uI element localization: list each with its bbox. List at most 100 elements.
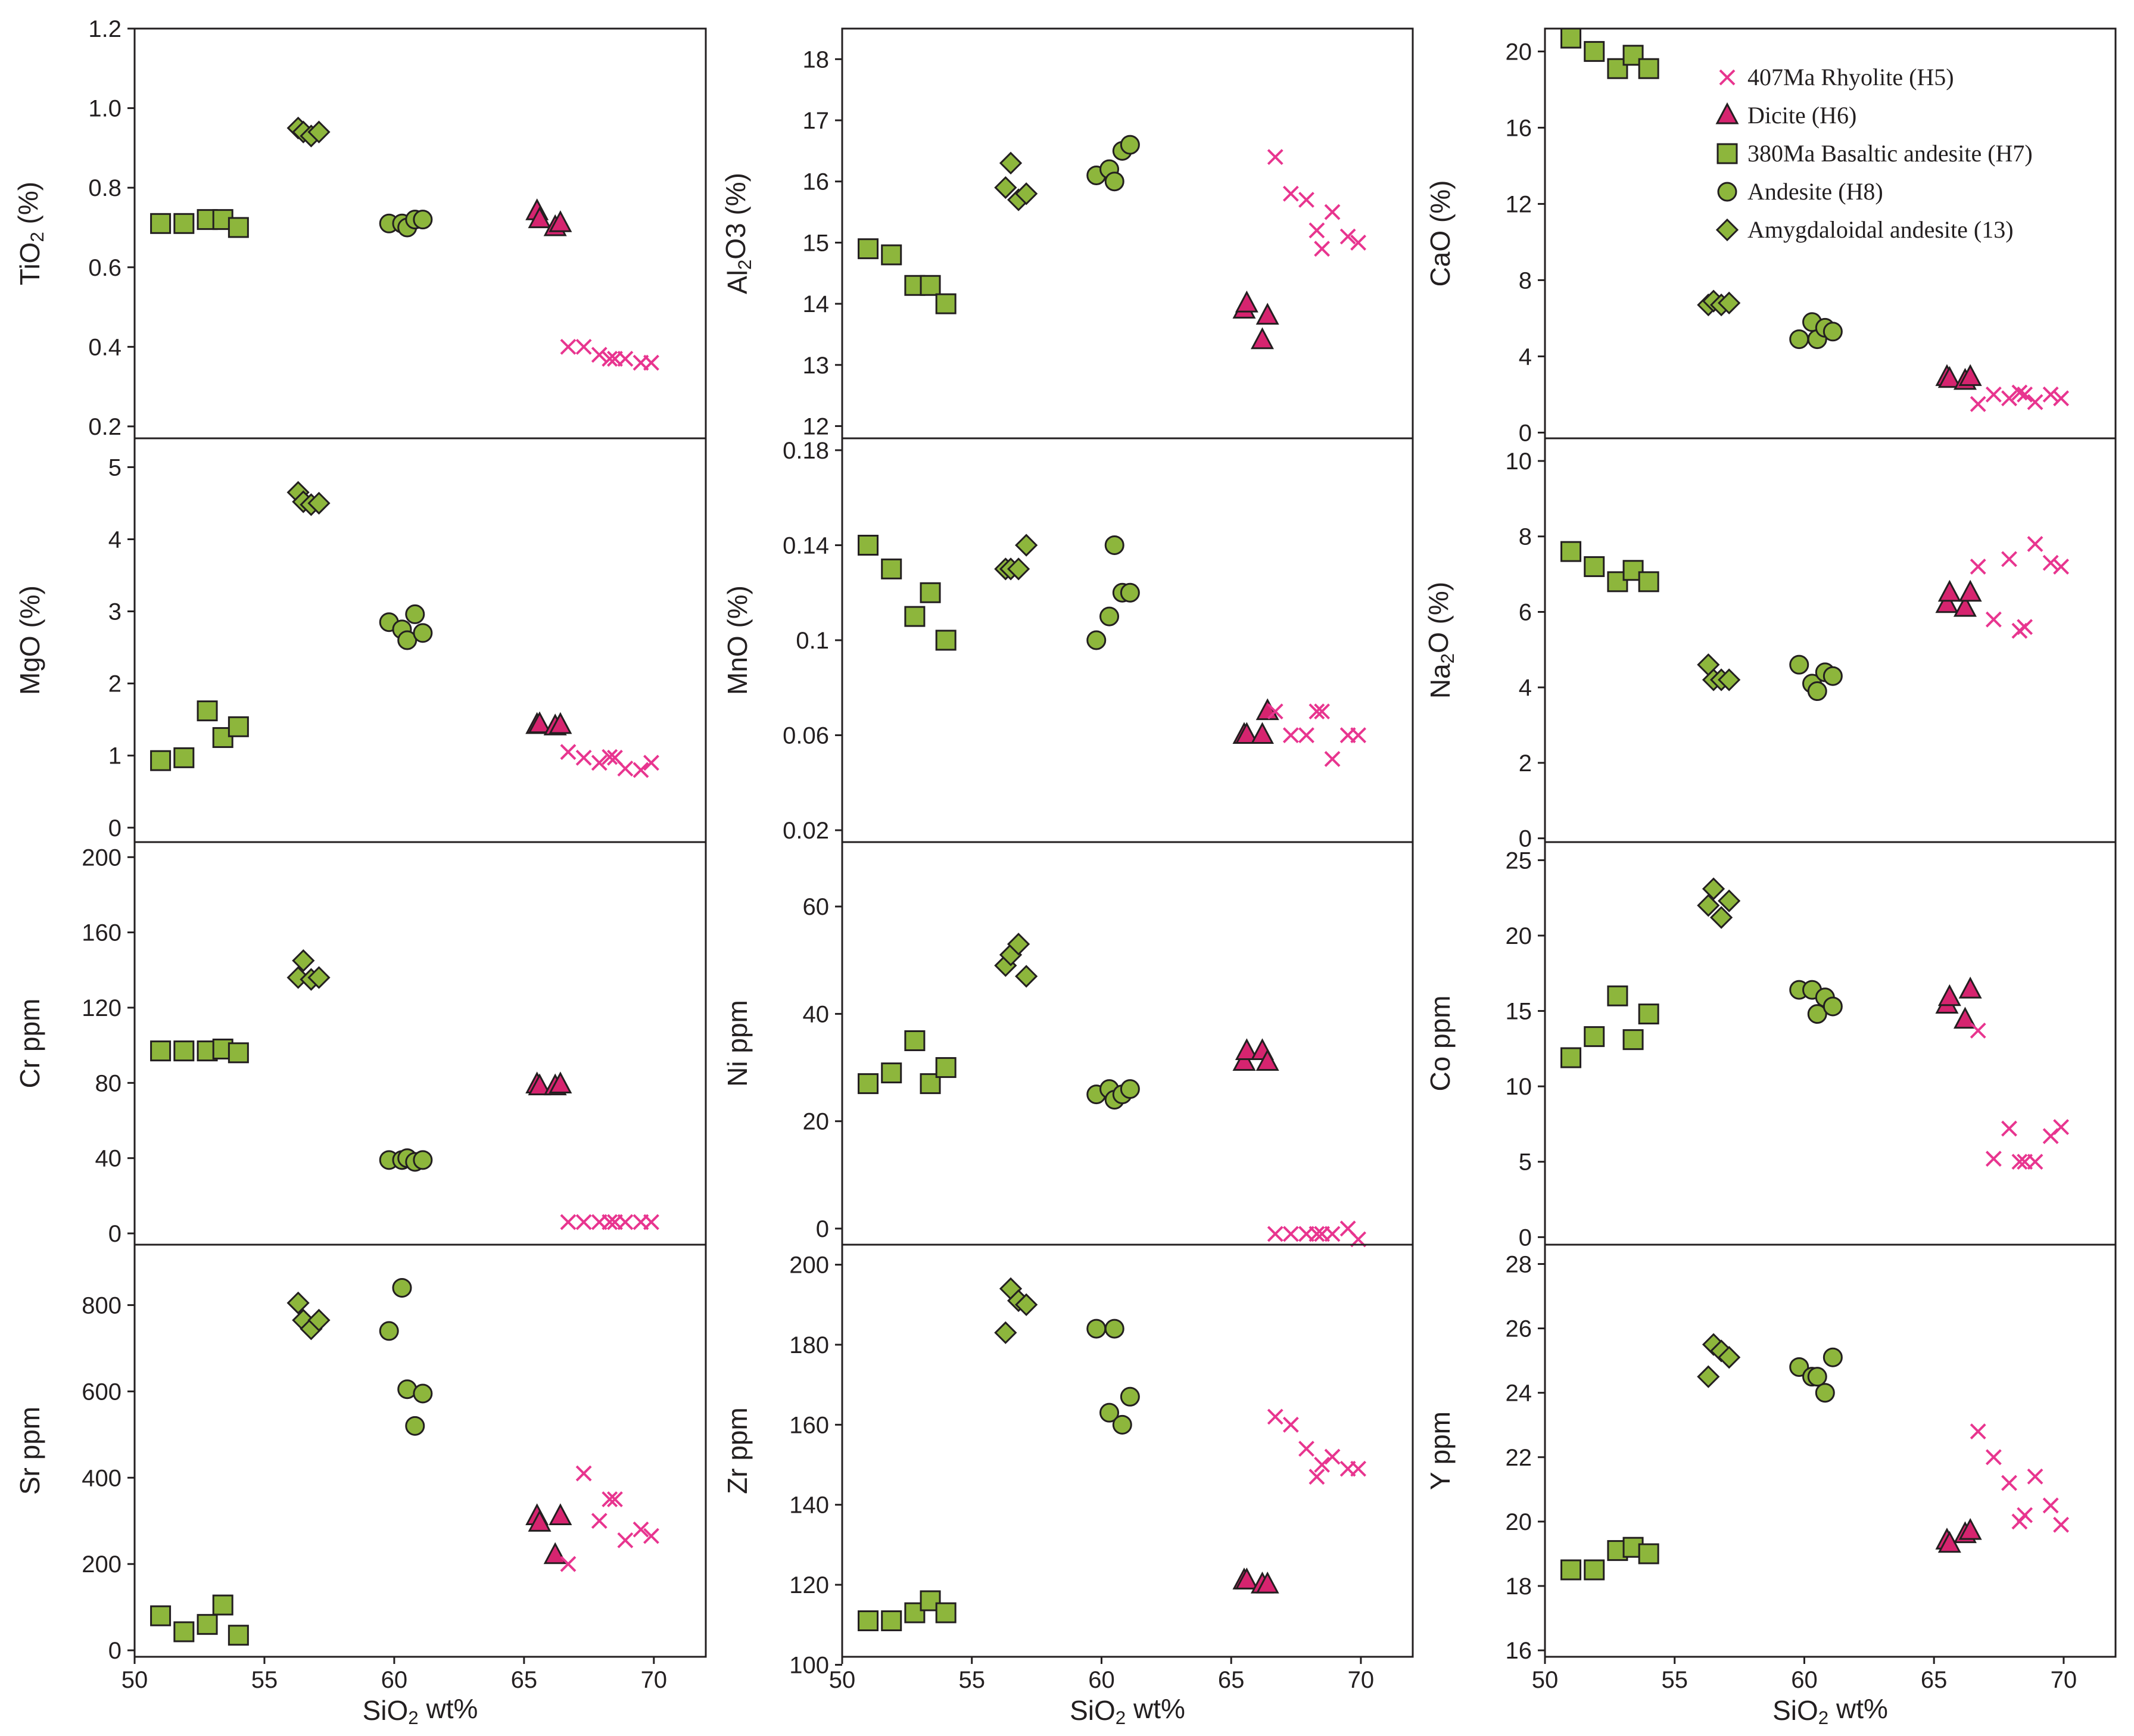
rhy-point bbox=[643, 1528, 659, 1544]
y-axis-label: Co ppm bbox=[1425, 995, 1456, 1091]
plot-frame bbox=[841, 27, 1414, 440]
y-tick-label: 120 bbox=[82, 995, 122, 1021]
y-tick-label: 0 bbox=[1519, 826, 1532, 852]
panel-na2o: 0 2 4 6 8 10 Na2O (%) bbox=[1423, 437, 2117, 852]
y-axis-label: Ni ppm bbox=[722, 1000, 753, 1087]
rhy-point bbox=[602, 749, 618, 765]
amy-point bbox=[1015, 1293, 1038, 1316]
x-tick-label: 65 bbox=[1218, 1667, 1245, 1693]
and-point bbox=[379, 1321, 399, 1341]
plot-frame bbox=[1544, 437, 2117, 843]
dac-point bbox=[528, 1510, 552, 1532]
rhy-point bbox=[633, 1521, 649, 1538]
x-tick-label: 50 bbox=[829, 1667, 856, 1693]
dac-point bbox=[1250, 327, 1274, 350]
rhy-point bbox=[602, 1491, 618, 1507]
y-tick-label: 26 bbox=[1506, 1316, 1532, 1342]
rhy-point bbox=[1985, 611, 2002, 628]
y-tick-label: 80 bbox=[95, 1070, 122, 1096]
rhy-point bbox=[2053, 1516, 2069, 1533]
bas-point bbox=[1607, 58, 1628, 79]
y-tick-label: 22 bbox=[1506, 1445, 1532, 1471]
and-point bbox=[1823, 322, 1843, 342]
amy-point bbox=[307, 1308, 331, 1332]
bas-point bbox=[881, 1610, 902, 1632]
y-axis-label: CaO (%) bbox=[1425, 180, 1456, 287]
rhy-point bbox=[1970, 559, 1986, 575]
bas-point bbox=[904, 1030, 926, 1051]
rhy-point bbox=[575, 1214, 592, 1230]
rhy-point bbox=[1324, 1448, 1341, 1465]
dac-point bbox=[1958, 976, 1982, 999]
rhy-point bbox=[643, 755, 659, 771]
amy-point bbox=[1718, 889, 1741, 912]
y-tick-label: 4 bbox=[1519, 344, 1532, 370]
y-tick-label: 0 bbox=[108, 815, 122, 841]
amy-point bbox=[1007, 933, 1030, 956]
x-tick-label: 65 bbox=[511, 1667, 538, 1693]
rhy-point bbox=[1970, 1423, 1986, 1439]
legend-marker-amy bbox=[1715, 218, 1739, 242]
y-tick-label: 15 bbox=[1506, 999, 1532, 1025]
y-tick-label: 60 bbox=[803, 894, 830, 920]
legend-marker-and bbox=[1717, 182, 1737, 202]
plot-frame bbox=[133, 1243, 707, 1658]
y-axis-label: Zr ppm bbox=[722, 1407, 753, 1494]
y-tick-label: 120 bbox=[789, 1572, 829, 1598]
bas-point bbox=[150, 213, 172, 234]
dac-point bbox=[1235, 1038, 1258, 1061]
y-tick-label: 20 bbox=[1506, 923, 1532, 949]
y-tick-label: 0.1 bbox=[796, 628, 829, 654]
and-point bbox=[1789, 1357, 1809, 1377]
plot-frame bbox=[133, 27, 707, 440]
bas-point bbox=[228, 1625, 249, 1646]
bas-point bbox=[1638, 1543, 1659, 1564]
amy-point bbox=[307, 966, 331, 989]
y-tick-label: 0.18 bbox=[783, 438, 829, 464]
x-tick-label: 50 bbox=[122, 1667, 148, 1693]
panel-cao: 0 4 8 12 16 20 CaO (%) bbox=[1425, 27, 2117, 446]
y-tick-label: 400 bbox=[82, 1465, 122, 1491]
y-tick-label: 3 bbox=[108, 599, 122, 625]
rhy-point bbox=[591, 1513, 608, 1529]
y-tick-label: 0.06 bbox=[783, 723, 829, 749]
and-point bbox=[413, 210, 433, 230]
amy-point bbox=[999, 151, 1023, 175]
bas-point bbox=[1560, 541, 1582, 562]
dac-point bbox=[528, 206, 552, 229]
rhy-point bbox=[1324, 1226, 1341, 1242]
and-point bbox=[1807, 1004, 1827, 1024]
panel-al2o3: 12 13 14 15 16 17 18 Al2O3 (%) bbox=[720, 27, 1414, 440]
y-tick-label: 0.14 bbox=[783, 532, 829, 559]
bas-point bbox=[173, 747, 195, 768]
rhy-point bbox=[560, 744, 577, 761]
dac-point bbox=[1953, 594, 1977, 617]
y-tick-label: 2 bbox=[108, 671, 122, 697]
bas-point bbox=[1584, 40, 1605, 62]
y-axis-label: Cr ppm bbox=[14, 999, 45, 1089]
rhy-point bbox=[643, 1214, 659, 1230]
rhy-point bbox=[2053, 559, 2069, 575]
x-tick-label: 50 bbox=[1532, 1667, 1559, 1693]
bas-point bbox=[920, 275, 941, 296]
y-tick-label: 0 bbox=[108, 1638, 122, 1664]
rhy-point bbox=[617, 350, 634, 367]
y-tick-label: 6 bbox=[1519, 599, 1532, 625]
and-point bbox=[1104, 535, 1124, 555]
y-tick-label: 28 bbox=[1506, 1251, 1532, 1277]
rhy-point bbox=[1350, 727, 1366, 743]
y-tick-label: 0.2 bbox=[88, 414, 122, 440]
x-tick-label: 70 bbox=[641, 1667, 668, 1693]
bas-point bbox=[920, 1073, 941, 1095]
rhy-point bbox=[1970, 1023, 1986, 1039]
amy-point bbox=[1702, 877, 1725, 900]
bas-point bbox=[1638, 571, 1659, 593]
x-tick-label: 70 bbox=[1348, 1667, 1375, 1693]
bas-point bbox=[197, 1614, 218, 1635]
dac-point bbox=[1235, 290, 1258, 313]
rhy-point bbox=[2042, 554, 2059, 571]
rhy-point bbox=[602, 1214, 618, 1230]
dac-point bbox=[1235, 722, 1258, 744]
y-tick-label: 160 bbox=[789, 1412, 829, 1438]
rhy-point bbox=[2017, 386, 2033, 403]
